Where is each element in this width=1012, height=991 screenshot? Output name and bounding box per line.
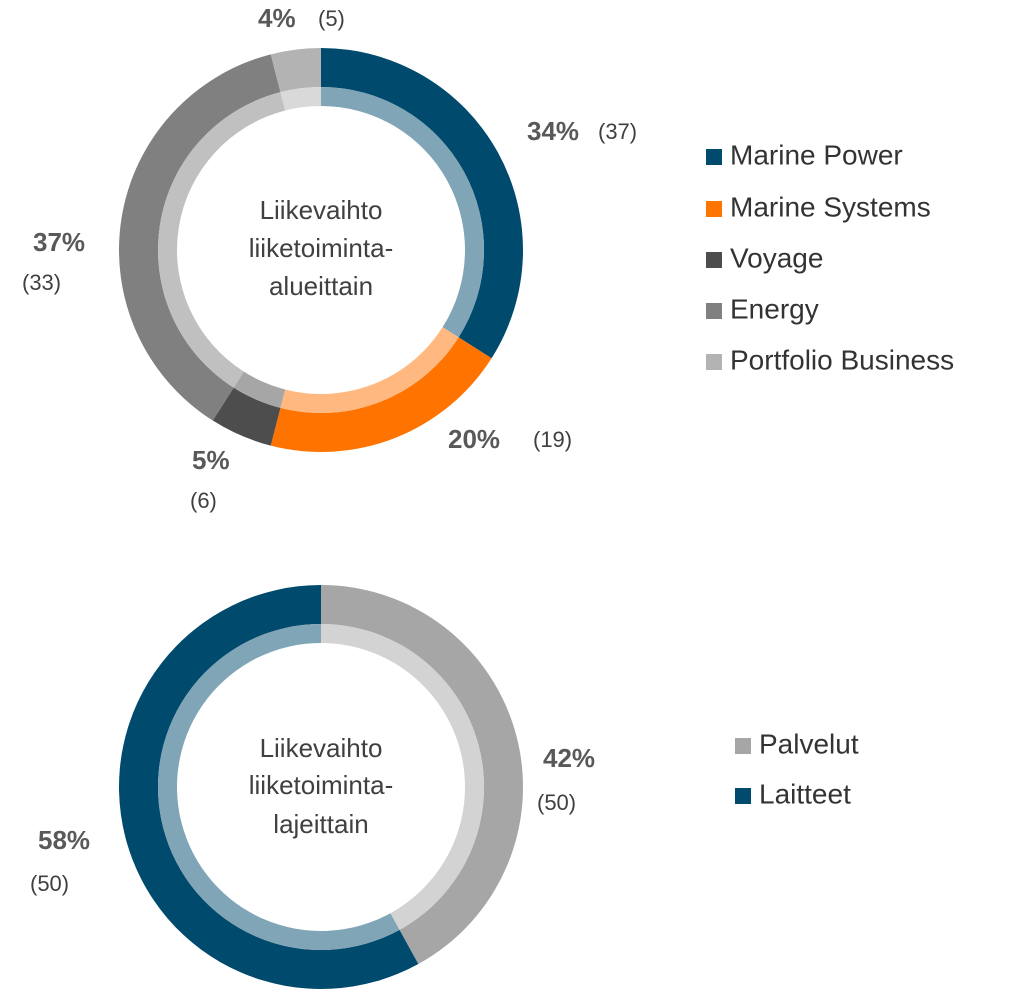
prior-label: (33) [22,270,61,295]
prior-label: (6) [190,488,217,513]
legend-swatch [706,354,722,370]
legend-swatch [735,738,751,754]
legend-label: Laitteet [759,778,851,809]
value-label: 58% [38,825,90,855]
donut-inner-segment [280,87,321,111]
donut-inner-segment [321,87,484,338]
donut-segment [270,337,492,452]
donut-inner-segment [158,92,286,388]
value-label: 5% [192,445,230,475]
legend-swatch [706,303,722,319]
legend-label: Voyage [730,242,823,273]
donut-segment [212,387,281,446]
center-text: liiketoiminta- [249,770,394,800]
legend-label: Portfolio Business [730,344,954,375]
donut-segment [119,54,281,421]
donut-segment [270,48,321,93]
donut-inner-segment [321,624,484,930]
legend-label: Palvelut [759,728,859,759]
center-text: alueittain [269,271,373,301]
prior-label: (50) [30,871,69,896]
center-text: liiketoiminta- [249,233,394,263]
legend-label: Marine Systems [730,191,931,222]
donut-inner-segment [280,327,459,413]
donut-segment [321,48,523,359]
prior-label: (50) [537,790,576,815]
prior-label: (37) [598,119,637,144]
value-label: 20% [448,424,500,454]
legend-swatch [706,252,722,268]
value-label: 42% [543,743,595,773]
value-label: 34% [527,116,579,146]
prior-label: (19) [533,427,572,452]
legend-label: Energy [730,293,819,324]
value-label: 37% [33,227,85,257]
legend-swatch [706,149,722,165]
value-label: 4% [258,3,296,33]
center-text: Liikevaihto [260,195,383,225]
legend-swatch [706,201,722,217]
prior-label: (5) [318,6,345,31]
donut-segment [119,585,419,989]
center-text: lajeittain [273,809,368,839]
legend-label: Marine Power [730,139,903,170]
donut-segment [321,585,524,965]
center-text: Liikevaihto [260,733,383,763]
donut-inner-segment [233,371,286,408]
legend-swatch [735,788,751,804]
